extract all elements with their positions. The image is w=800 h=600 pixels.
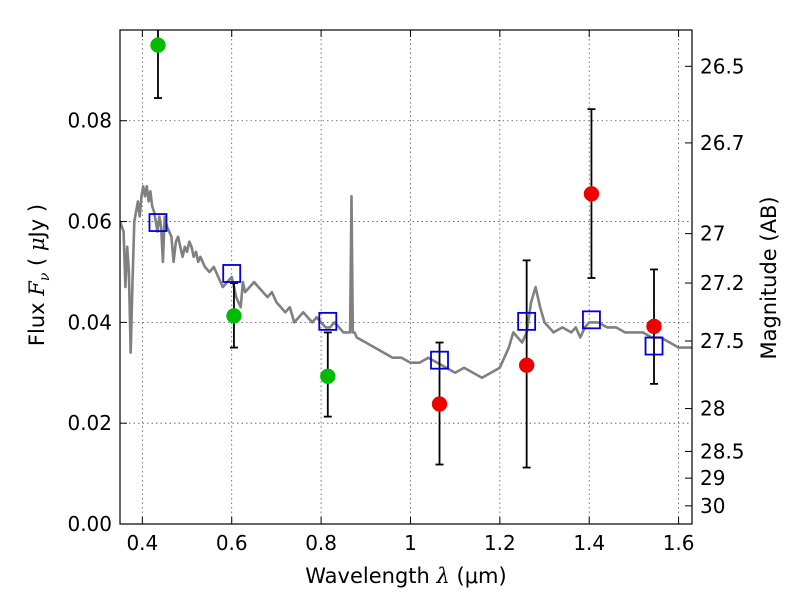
model-photometry-square bbox=[582, 310, 601, 330]
model-photometry-square bbox=[222, 264, 242, 283]
y-tick-label: 0.08 bbox=[67, 109, 112, 133]
right-tick-label: 29 bbox=[700, 466, 725, 490]
x-tick-label: 1.4 bbox=[573, 531, 605, 555]
plot-frame bbox=[119, 29, 693, 525]
right-tick-label: 27 bbox=[700, 222, 725, 246]
data-point-green bbox=[226, 308, 242, 324]
tick-layer: 0.4 0.6 0.8 1 1.2 1.4 1.6 0.00 0.02 0.04 0.06 0.08 2… bbox=[67, 30, 745, 555]
data-point-layer bbox=[148, 37, 664, 412]
data-point-green bbox=[150, 37, 166, 53]
y-tick-label: 0.04 bbox=[67, 310, 112, 334]
grid bbox=[120, 30, 692, 525]
x-tick-label: 0.6 bbox=[216, 531, 248, 555]
right-tick-label: 26.5 bbox=[700, 54, 745, 78]
model-photometry-square bbox=[148, 213, 168, 232]
x-axis-label: Wavelength λ (μm) bbox=[305, 564, 506, 588]
y-tick-label: 0.02 bbox=[67, 411, 112, 435]
right-tick-label: 26.7 bbox=[700, 131, 745, 155]
right-tick-label: 28.5 bbox=[700, 439, 745, 463]
right-tick-label: 30 bbox=[700, 494, 725, 518]
right-tick-label: 27.2 bbox=[700, 271, 745, 295]
model-photometry-square bbox=[644, 336, 664, 356]
x-tick-label: 0.4 bbox=[126, 531, 158, 555]
y-tick-label: 0.00 bbox=[67, 512, 112, 536]
model-photometry-square bbox=[318, 311, 338, 331]
data-point-red bbox=[431, 396, 448, 412]
data-point-green bbox=[320, 368, 336, 385]
right-tick-label: 27.5 bbox=[700, 329, 745, 353]
data-point-red bbox=[646, 318, 662, 335]
model-photometry-square bbox=[430, 350, 449, 370]
errorbar-layer bbox=[153, 30, 659, 469]
model-photometry-square bbox=[517, 311, 537, 331]
y-tick-label: 0.06 bbox=[67, 210, 112, 234]
data-point-red bbox=[583, 186, 600, 202]
y-axis-label: Flux Fν ( μJy ) bbox=[25, 204, 53, 346]
right-tick-label: 28 bbox=[700, 397, 725, 421]
x-tick-label: 1 bbox=[404, 531, 417, 555]
data-point-red bbox=[518, 357, 535, 373]
sed-model-layer bbox=[120, 185, 692, 380]
x-tick-label: 1.2 bbox=[484, 531, 516, 555]
right-axis-label: Magnitude (AB) bbox=[757, 196, 781, 359]
x-tick-label: 1.6 bbox=[663, 531, 695, 555]
sed-model-line bbox=[120, 185, 692, 380]
x-tick-label: 0.8 bbox=[305, 531, 337, 555]
